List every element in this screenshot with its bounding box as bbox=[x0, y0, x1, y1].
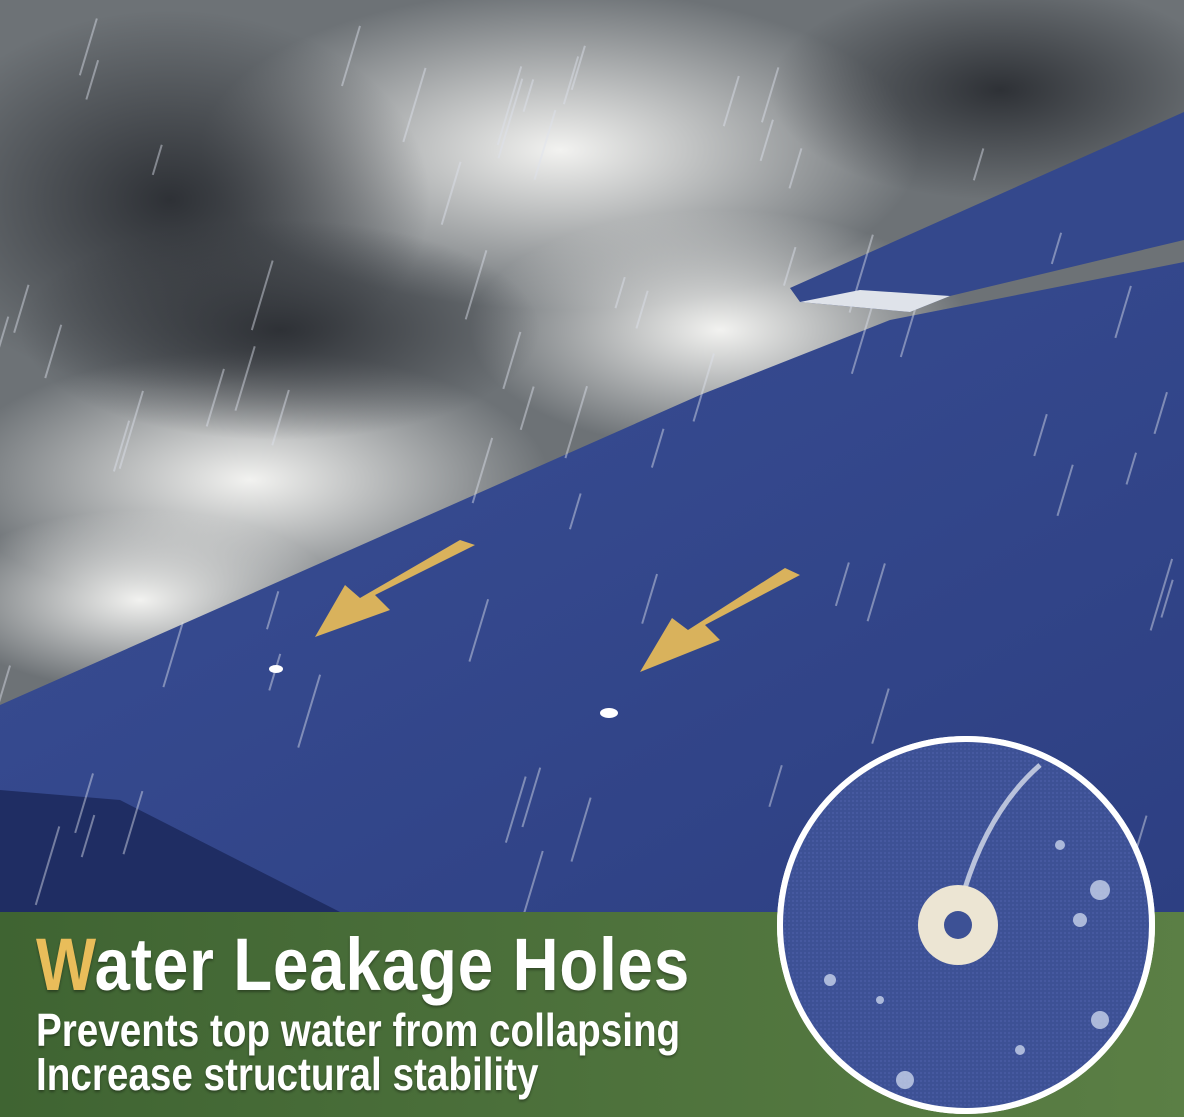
rain-streak bbox=[521, 767, 542, 828]
rain-streak bbox=[641, 573, 658, 624]
rain-streak bbox=[1050, 232, 1063, 265]
rain-streak bbox=[972, 148, 985, 181]
headline: Water Leakage Holes Prevents top water f… bbox=[36, 922, 796, 1117]
rain-streak bbox=[562, 56, 580, 105]
rain-streak bbox=[266, 591, 280, 630]
rain-streak bbox=[1114, 285, 1132, 339]
rain-streak bbox=[1160, 579, 1174, 618]
rain-streak bbox=[570, 45, 586, 91]
rain-streak bbox=[834, 562, 850, 607]
rain-streak bbox=[850, 296, 876, 375]
rain-streak bbox=[205, 368, 225, 427]
rain-streak bbox=[519, 386, 535, 431]
rain-streak bbox=[635, 290, 649, 329]
rain-streak bbox=[74, 773, 94, 834]
rain-streak bbox=[504, 776, 527, 843]
rain-streak bbox=[650, 428, 665, 468]
clouds bbox=[0, 0, 1184, 690]
rain-streak bbox=[34, 826, 61, 906]
rain-streak bbox=[899, 309, 916, 358]
rain-streak bbox=[1125, 452, 1138, 485]
rain-streak bbox=[497, 78, 524, 159]
rain-streak bbox=[112, 420, 131, 472]
rain-streak bbox=[1056, 464, 1074, 517]
rain-streak bbox=[122, 790, 144, 855]
rain-streak bbox=[1149, 558, 1174, 631]
rain-streak bbox=[0, 665, 11, 703]
rain-streak bbox=[1033, 413, 1048, 457]
rain-streak bbox=[1153, 391, 1168, 435]
headline-line: Prevents top water from collapsing bbox=[36, 1004, 681, 1056]
rain-streak bbox=[570, 797, 592, 862]
rain-streak bbox=[464, 250, 488, 320]
rain-streak bbox=[568, 493, 582, 530]
leak-hole bbox=[600, 708, 618, 718]
rain-streak bbox=[564, 385, 588, 459]
rain-streak bbox=[614, 276, 626, 309]
canopy-vent bbox=[790, 112, 1184, 312]
headline-title: Water Leakage Holes bbox=[36, 923, 691, 1006]
rain-streak bbox=[297, 674, 322, 748]
rain-streak bbox=[471, 437, 494, 504]
rain-streak bbox=[85, 59, 100, 100]
rain-streak bbox=[871, 688, 890, 744]
rain-streak bbox=[768, 764, 783, 808]
rain-streak bbox=[468, 598, 490, 662]
rain-streak bbox=[151, 144, 163, 176]
rain-streak bbox=[692, 353, 715, 422]
rain-streak bbox=[788, 148, 803, 189]
rain-streak bbox=[533, 109, 557, 181]
rain-streak bbox=[522, 79, 535, 113]
headline-line: Increase structural stability bbox=[36, 1048, 539, 1100]
rain-streak bbox=[0, 316, 10, 348]
rain-streak bbox=[402, 67, 427, 143]
rain-streak bbox=[250, 260, 274, 331]
rain-streak bbox=[118, 390, 144, 469]
rain-streak bbox=[496, 66, 523, 146]
rain-streak bbox=[234, 346, 256, 411]
canopy-roof bbox=[0, 262, 1184, 912]
canopy-curtain bbox=[0, 705, 340, 912]
rain-streak bbox=[760, 67, 780, 123]
rain-streak bbox=[759, 119, 774, 162]
arrows bbox=[315, 540, 800, 672]
detail-inset bbox=[777, 736, 1155, 1114]
rain-streak bbox=[162, 621, 184, 688]
rain-streak bbox=[502, 331, 522, 390]
rain-streak bbox=[80, 814, 96, 858]
rain-streak bbox=[341, 25, 361, 87]
rain-streak bbox=[13, 284, 30, 333]
rain-streak bbox=[78, 18, 98, 76]
vent-gap bbox=[800, 290, 950, 312]
rain-streak bbox=[782, 246, 797, 286]
rain-streak bbox=[271, 389, 290, 446]
leak-hole bbox=[269, 665, 283, 673]
rain-streak bbox=[440, 161, 462, 225]
rain-streak bbox=[722, 75, 740, 127]
rain-streak bbox=[848, 234, 874, 313]
rain-streak bbox=[866, 563, 886, 622]
rain-streak bbox=[44, 324, 63, 379]
